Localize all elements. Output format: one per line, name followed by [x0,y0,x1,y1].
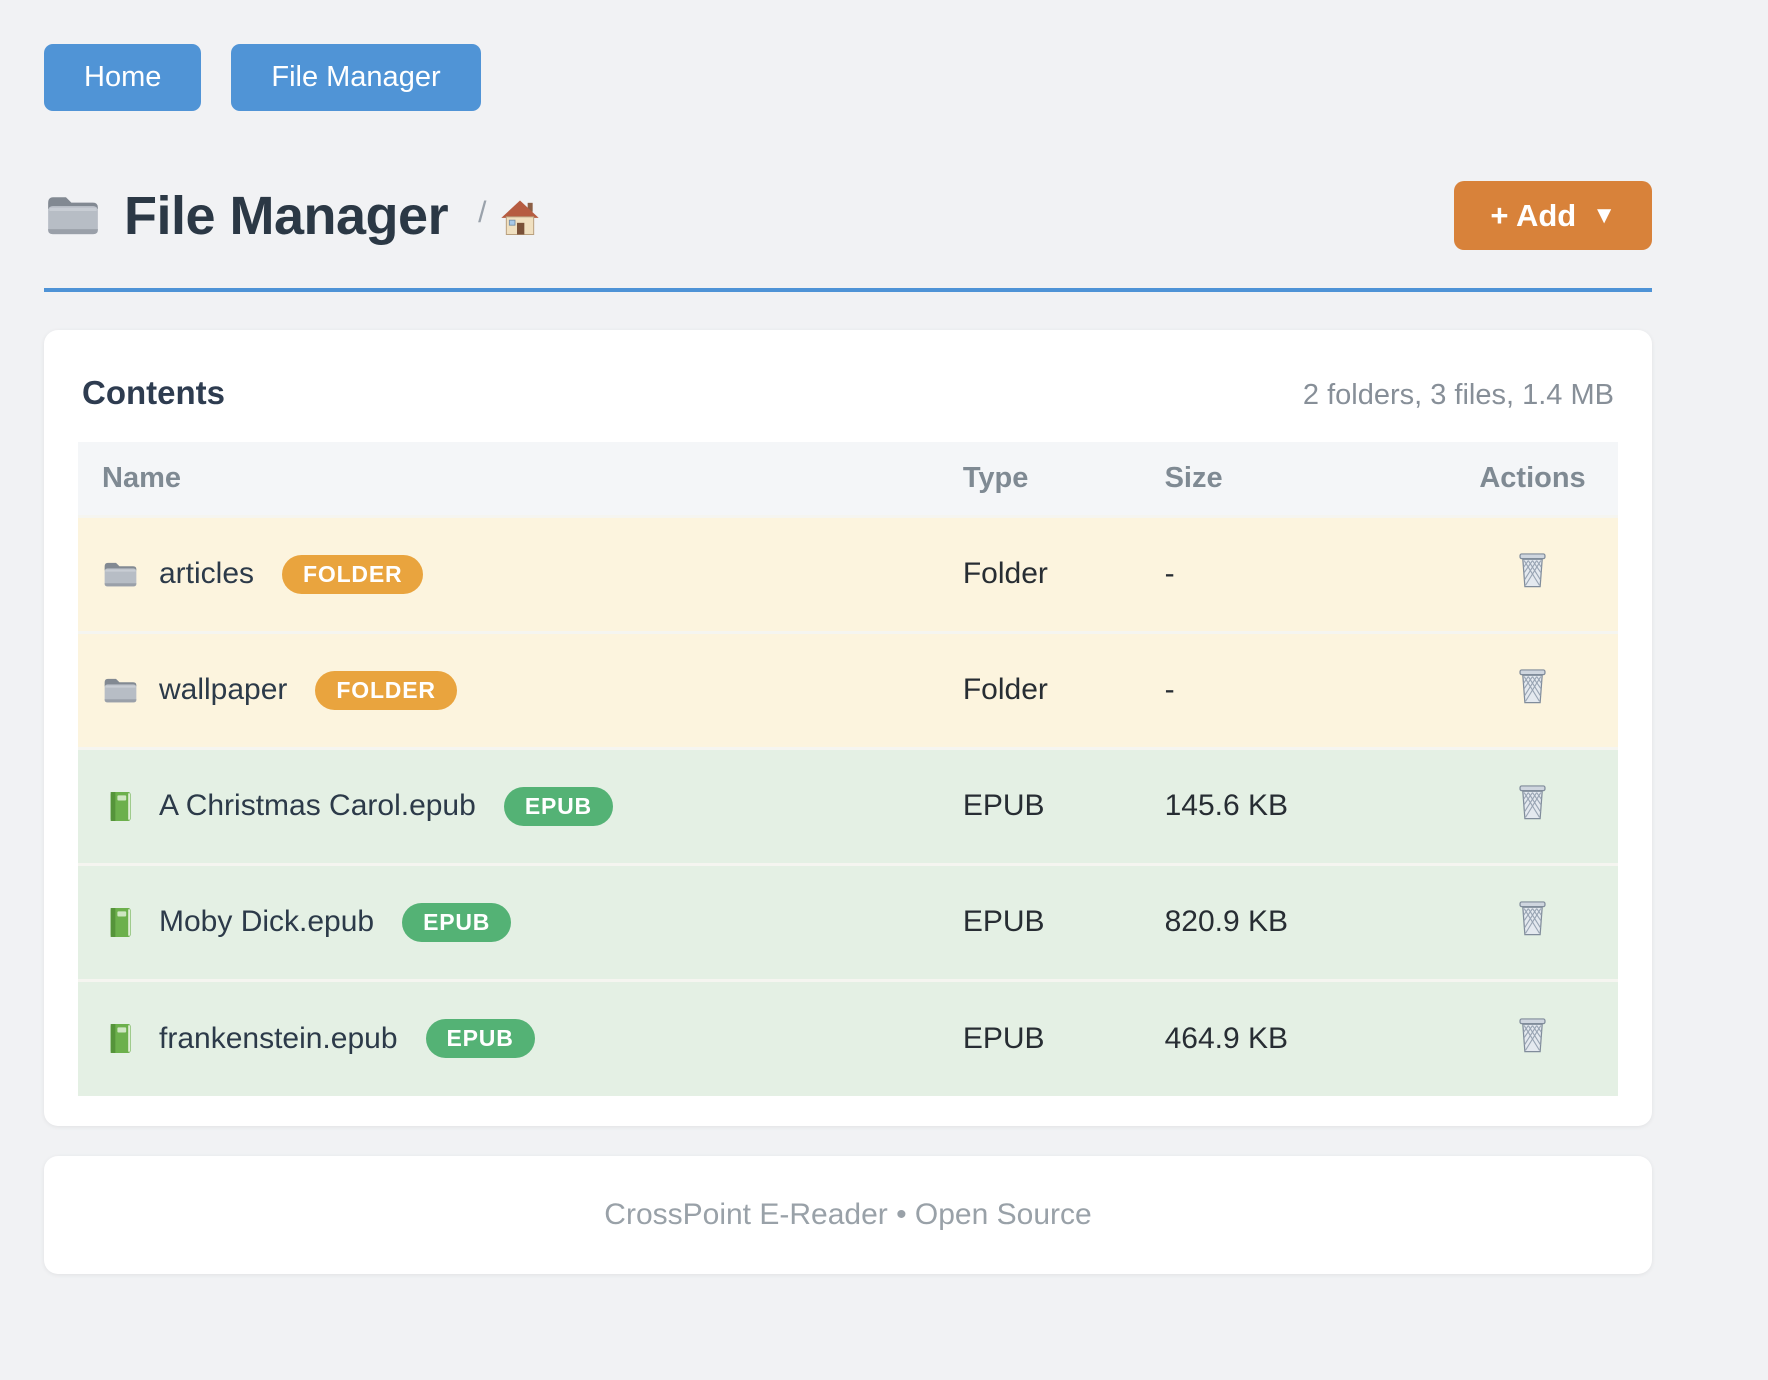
trash-icon[interactable] [1517,1017,1548,1053]
size-cell: 145.6 KB [1140,746,1448,864]
column-header-actions: Actions [1447,442,1618,516]
breadcrumb-separator: / [478,195,487,229]
actions-cell [1447,862,1618,980]
table-row: frankenstein.epub EPUB EPUB 464.9 KB [78,978,1618,1096]
column-header-type: Type [938,442,1141,516]
type-cell: EPUB [938,862,1141,980]
item-name[interactable]: wallpaper [159,673,288,706]
contents-summary: 2 folders, 3 files, 1.4 MB [1302,379,1614,411]
file-table: Name Type Size Actions articles FOLDER F… [78,442,1618,1096]
footer-card: CrossPoint E-Reader • Open Source [44,1156,1652,1274]
type-badge: EPUB [425,1019,535,1059]
divider [44,288,1652,292]
nav-button-file-manager[interactable]: File Manager [231,44,481,111]
type-cell: EPUB [938,978,1141,1096]
item-name[interactable]: A Christmas Carol.epub [159,789,476,822]
item-name[interactable]: frankenstein.epub [159,1021,398,1055]
page-header: File Manager / + Add ▼ [44,181,1652,250]
contents-card: Contents 2 folders, 3 files, 1.4 MB Name… [44,330,1652,1126]
column-header-size: Size [1140,442,1448,516]
type-cell: Folder [938,514,1141,632]
type-badge: EPUB [503,786,613,826]
add-button-label: + Add [1490,198,1577,233]
top-nav: Home File Manager [44,0,1652,111]
actions-cell [1447,978,1618,1096]
table-row: wallpaper FOLDER Folder - [78,630,1618,748]
contents-title: Contents [82,374,225,411]
name-cell: A Christmas Carol.epub EPUB [78,746,939,864]
home-icon[interactable] [500,199,540,236]
card-header: Contents 2 folders, 3 files, 1.4 MB [78,374,1618,412]
actions-cell [1447,746,1618,864]
actions-cell [1447,630,1618,748]
add-button[interactable]: + Add ▼ [1454,181,1652,250]
type-badge: EPUB [402,902,512,942]
trash-icon[interactable] [1517,552,1548,588]
folder-icon [102,559,139,590]
trash-icon[interactable] [1517,784,1548,820]
folder-icon [102,675,139,706]
item-name[interactable]: Moby Dick.epub [159,905,375,938]
item-name[interactable]: articles [159,557,255,590]
book-icon [102,791,139,822]
type-badge: FOLDER [315,670,457,710]
name-cell: Moby Dick.epub EPUB [78,862,939,980]
page-container: Home File Manager File Manager / + Add ▼ … [44,0,1652,1274]
size-cell: 820.9 KB [1140,862,1448,980]
actions-cell [1447,514,1618,632]
trash-icon[interactable] [1517,900,1548,936]
type-cell: Folder [938,630,1141,748]
nav-button-home[interactable]: Home [44,44,202,111]
size-cell: - [1140,514,1448,632]
name-cell: wallpaper FOLDER [78,630,939,748]
size-cell: 464.9 KB [1140,978,1448,1096]
name-cell: articles FOLDER [78,514,939,632]
trash-icon[interactable] [1517,668,1548,704]
book-icon [102,907,139,938]
chevron-down-icon: ▼ [1592,201,1616,229]
column-header-name: Name [78,442,939,516]
name-cell: frankenstein.epub EPUB [78,978,939,1096]
folder-icon [44,192,102,239]
size-cell: - [1140,630,1448,748]
breadcrumb: / [478,196,540,236]
table-row: A Christmas Carol.epub EPUB EPUB 145.6 K… [78,746,1618,864]
page-title: File Manager [124,185,449,246]
table-row: articles FOLDER Folder - [78,514,1618,632]
type-badge: FOLDER [282,554,424,594]
file-table-body: articles FOLDER Folder - wallpaper FOLDE… [78,514,1618,1096]
footer-text: CrossPoint E-Reader • Open Source [604,1198,1092,1231]
book-icon [102,1023,139,1054]
type-cell: EPUB [938,746,1141,864]
table-header-row: Name Type Size Actions [78,442,1618,516]
table-row: Moby Dick.epub EPUB EPUB 820.9 KB [78,862,1618,980]
